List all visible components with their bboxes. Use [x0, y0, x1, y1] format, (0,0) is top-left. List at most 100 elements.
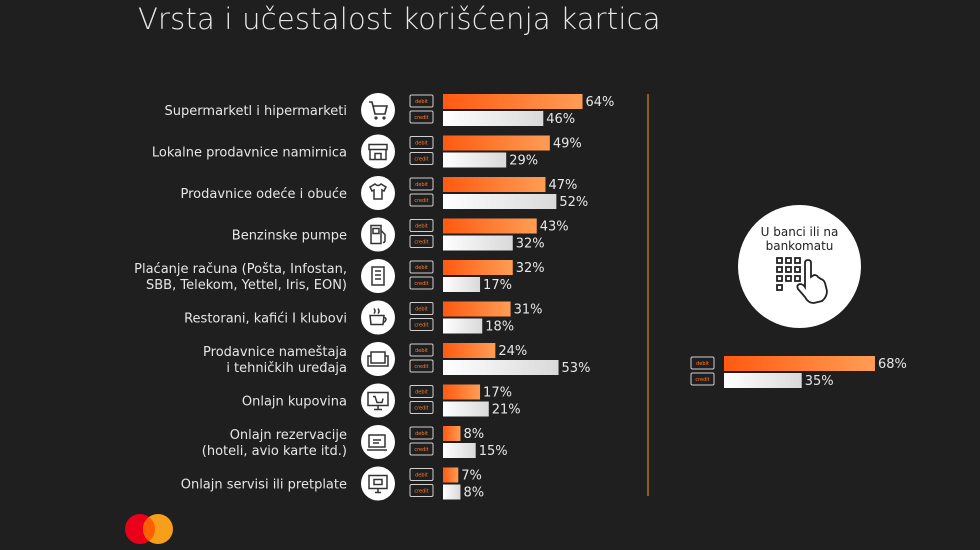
- svg-text:debit: debit: [415, 307, 428, 313]
- svg-text:credit: credit: [414, 447, 428, 453]
- credit-bar: [443, 194, 557, 209]
- credit-bar: [443, 443, 476, 458]
- credit-tag: credit: [409, 359, 434, 373]
- credit-bar: [443, 484, 461, 500]
- svg-text:debit: debit: [696, 361, 709, 367]
- credit-value-label: 32%: [516, 237, 545, 252]
- svg-text:credit: credit: [695, 377, 709, 383]
- credit-value-label: 18%: [485, 320, 514, 335]
- category-label: Onlajn rezervacije: [230, 428, 347, 443]
- mastercard-logo: [125, 514, 173, 544]
- subscription-icon: [361, 466, 395, 501]
- svg-text:debit: debit: [415, 473, 428, 479]
- credit-value-label: 15%: [479, 444, 508, 459]
- debit-bar: [443, 135, 550, 151]
- credit-value-label: 46%: [546, 112, 575, 127]
- bank-debit-bar: [724, 356, 875, 371]
- page-title: Vrsta i učestalost korišćenja kartica: [138, 2, 661, 36]
- receipt-icon: [361, 259, 395, 293]
- svg-text:credit: credit: [414, 115, 428, 121]
- credit-value-label: 8%: [463, 486, 484, 501]
- store-icon: [361, 134, 395, 169]
- credit-value-label: 21%: [492, 403, 521, 418]
- debit-bar: [443, 260, 513, 275]
- svg-text:debit: debit: [415, 265, 428, 271]
- category-label: Benzinske pumpe: [232, 229, 347, 244]
- laptop-card-icon: [361, 425, 395, 459]
- bank-label-line1: U banci ili na: [760, 225, 839, 239]
- credit-value-label: 52%: [559, 195, 588, 210]
- debit-tag: debit: [409, 177, 434, 191]
- debit-value-label: 49%: [553, 137, 582, 152]
- svg-text:credit: credit: [414, 157, 428, 163]
- category-label: Supermarketl i hipermarketi: [165, 104, 347, 119]
- debit-tag: debit: [409, 260, 434, 274]
- svg-text:credit: credit: [414, 364, 428, 370]
- bank-debit-value: 68%: [878, 357, 907, 372]
- debit-tag: debit: [409, 94, 434, 108]
- svg-text:debit: debit: [415, 141, 428, 147]
- bank-credit-bar: [724, 373, 802, 388]
- svg-text:debit: debit: [415, 431, 428, 437]
- chart-row: Plaćanje računa (Pošta, Infostan,SBB, Te…: [134, 259, 545, 293]
- debit-value-label: 24%: [498, 344, 527, 359]
- debit-tag: debit: [409, 136, 434, 149]
- coffee-cup-icon: [361, 300, 395, 335]
- credit-tag: credit: [409, 193, 434, 207]
- debit-bar: [443, 94, 583, 109]
- debit-bar: [443, 384, 481, 400]
- credit-bar: [443, 152, 507, 168]
- sofa-icon: [361, 342, 395, 376]
- credit-value-label: 17%: [483, 278, 512, 293]
- debit-value-label: 64%: [586, 95, 615, 110]
- debit-value-label: 47%: [548, 178, 577, 193]
- credit-tag: credit: [409, 235, 434, 248]
- bank-atm-circle: U banci ili na bankomatu: [738, 205, 861, 328]
- credit-value-label: 53%: [562, 361, 591, 376]
- category-label: SBB, Telekom, Yettel, Iris, EON): [146, 278, 347, 293]
- chart-row: Restorani, kafići I klubovi debit credit 31…: [184, 300, 542, 335]
- bank-credit-tag: credit: [690, 372, 715, 386]
- svg-text:credit: credit: [414, 281, 428, 287]
- svg-text:debit: debit: [415, 348, 428, 354]
- credit-tag: credit: [409, 484, 434, 497]
- debit-tag: debit: [409, 302, 434, 315]
- category-label: Onlajn kupovina: [242, 395, 347, 410]
- category-label: Prodavnice nameštaja: [203, 345, 347, 360]
- fuel-pump-icon: [361, 217, 395, 252]
- debit-tag: debit: [409, 343, 434, 357]
- svg-text:debit: debit: [415, 224, 428, 230]
- chart-row: Prodavnice odeće i obuće debit credit 47% 52…: [181, 176, 588, 210]
- debit-value-label: 7%: [461, 469, 482, 484]
- category-label: Prodavnice odeće i obuće: [181, 187, 347, 202]
- chart-row: Onlajn kupovina debit credit 17% 21%: [242, 383, 521, 418]
- credit-bar: [443, 318, 483, 334]
- monitor-cart-icon: [361, 383, 395, 418]
- category-label: i tehničkih uređaja: [226, 361, 347, 376]
- svg-text:debit: debit: [415, 99, 428, 105]
- keypad-hand-icon: [776, 257, 828, 304]
- credit-tag: credit: [409, 318, 434, 331]
- category-label: Onlajn servisi ili pretplate: [181, 478, 347, 493]
- svg-text:debit: debit: [415, 182, 428, 188]
- debit-value-label: 32%: [516, 261, 545, 276]
- shopping-cart-icon: [361, 93, 395, 127]
- debit-value-label: 17%: [483, 386, 512, 401]
- debit-bar: [443, 467, 459, 483]
- credit-tag: credit: [409, 276, 434, 290]
- category-label: Plaćanje računa (Pošta, Infostan,: [134, 262, 347, 277]
- credit-bar: [443, 401, 489, 417]
- chart-row: Lokalne prodavnice namirnica debit credit 4…: [152, 134, 582, 169]
- category-label: Lokalne prodavnice namirnica: [152, 146, 347, 161]
- debit-tag: debit: [409, 468, 434, 481]
- credit-bar: [443, 277, 481, 292]
- svg-text:debit: debit: [415, 390, 428, 396]
- svg-text:credit: credit: [414, 323, 428, 329]
- credit-tag: credit: [409, 110, 434, 124]
- category-label: Restorani, kafići I klubovi: [184, 312, 347, 327]
- credit-value-label: 29%: [509, 154, 538, 169]
- credit-tag: credit: [409, 442, 434, 456]
- chart-row: Supermarketl i hipermarketi debit credit 64…: [165, 93, 615, 127]
